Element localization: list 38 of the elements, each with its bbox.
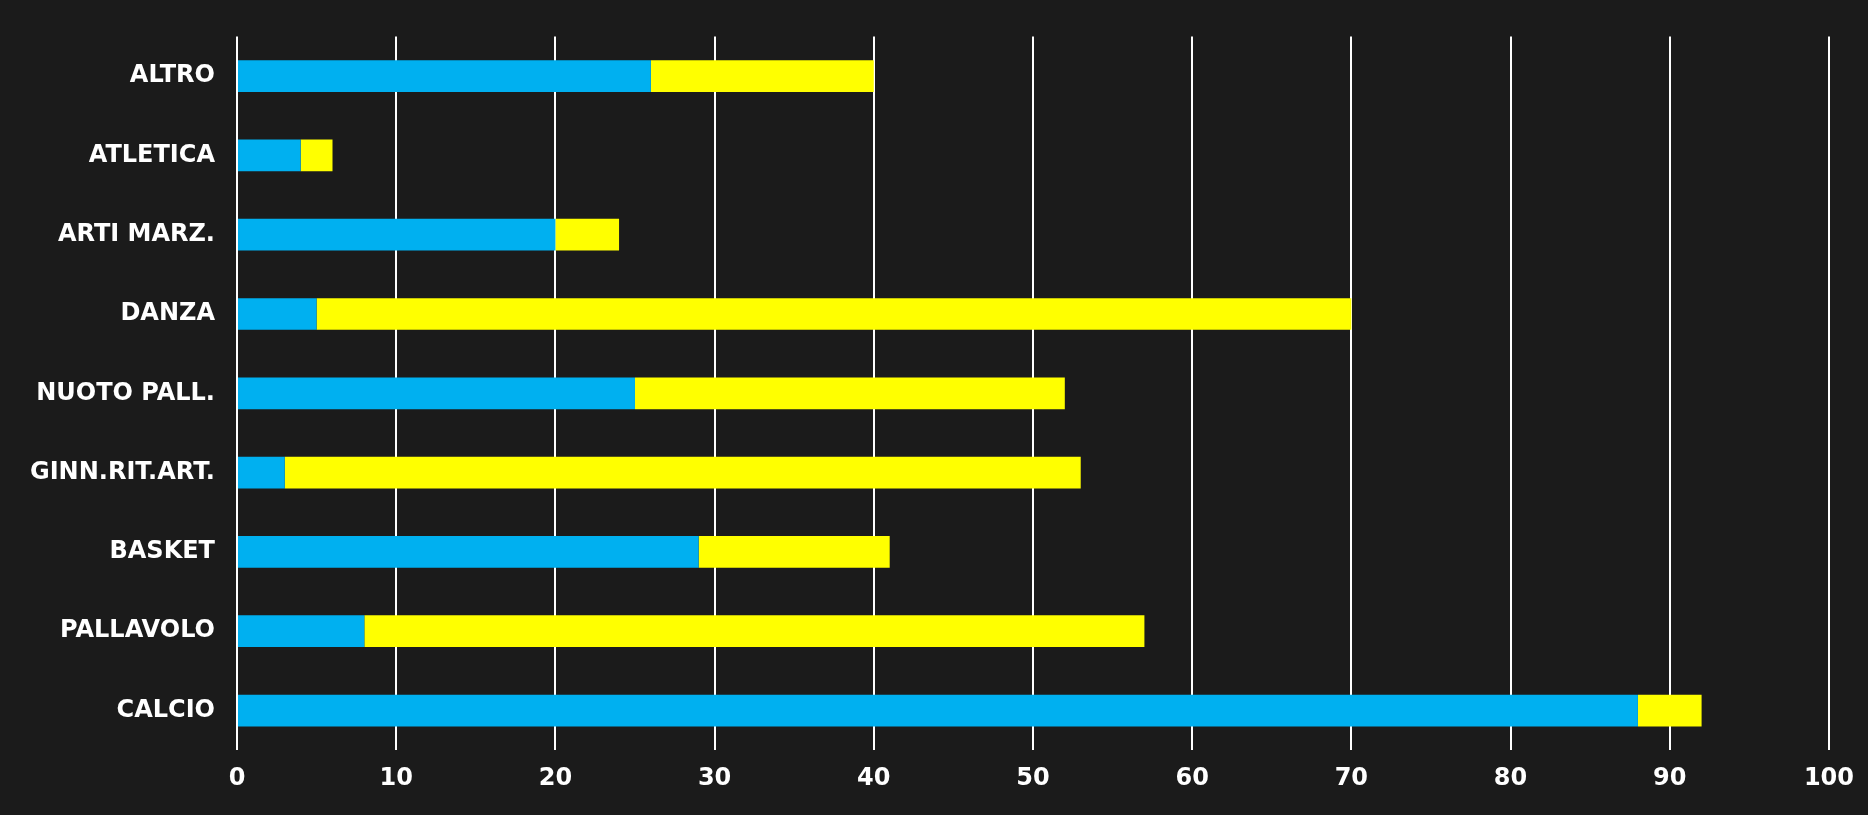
bar [300,139,333,172]
y-tick-label: BASKET [109,536,216,565]
x-tick-label: 10 [379,762,413,791]
bar [237,615,365,648]
x-tick-label: 100 [1803,762,1855,791]
y-tick-label: PALLAVOLO [60,615,215,644]
y-tick-label: GINN.RIT.ART. [29,456,215,485]
bar [698,536,890,568]
bar [316,298,1352,330]
bar [237,218,556,251]
x-tick-label: 0 [228,762,246,791]
bar [555,218,620,251]
bar [364,615,1145,648]
x-tick-label: 30 [697,762,732,791]
bar [237,139,301,172]
bar [650,60,874,92]
y-tick-label: ATLETICA [88,139,216,168]
y-tick-label: DANZA [120,298,216,327]
bar [237,298,317,330]
y-tick-label: NUOTO PALL. [36,377,215,406]
bar [1637,694,1702,727]
bar [634,377,1065,410]
y-tick-label: CALCIO [116,694,215,723]
bar [237,456,285,489]
bar [237,536,699,568]
y-tick-label: ARTI MARZ. [57,218,215,247]
x-tick-label: 40 [857,762,891,791]
bar [284,456,1081,489]
x-tick-label: 80 [1493,762,1528,791]
bar [237,377,635,410]
x-tick-label: 20 [538,762,573,791]
x-tick-label: 50 [1016,762,1050,791]
bar [237,60,651,92]
y-tick-label: ALTRO [129,60,215,89]
x-tick-label: 70 [1334,762,1369,791]
x-tick-label: 60 [1175,762,1209,791]
x-tick-label: 90 [1653,762,1687,791]
bar [237,694,1638,727]
